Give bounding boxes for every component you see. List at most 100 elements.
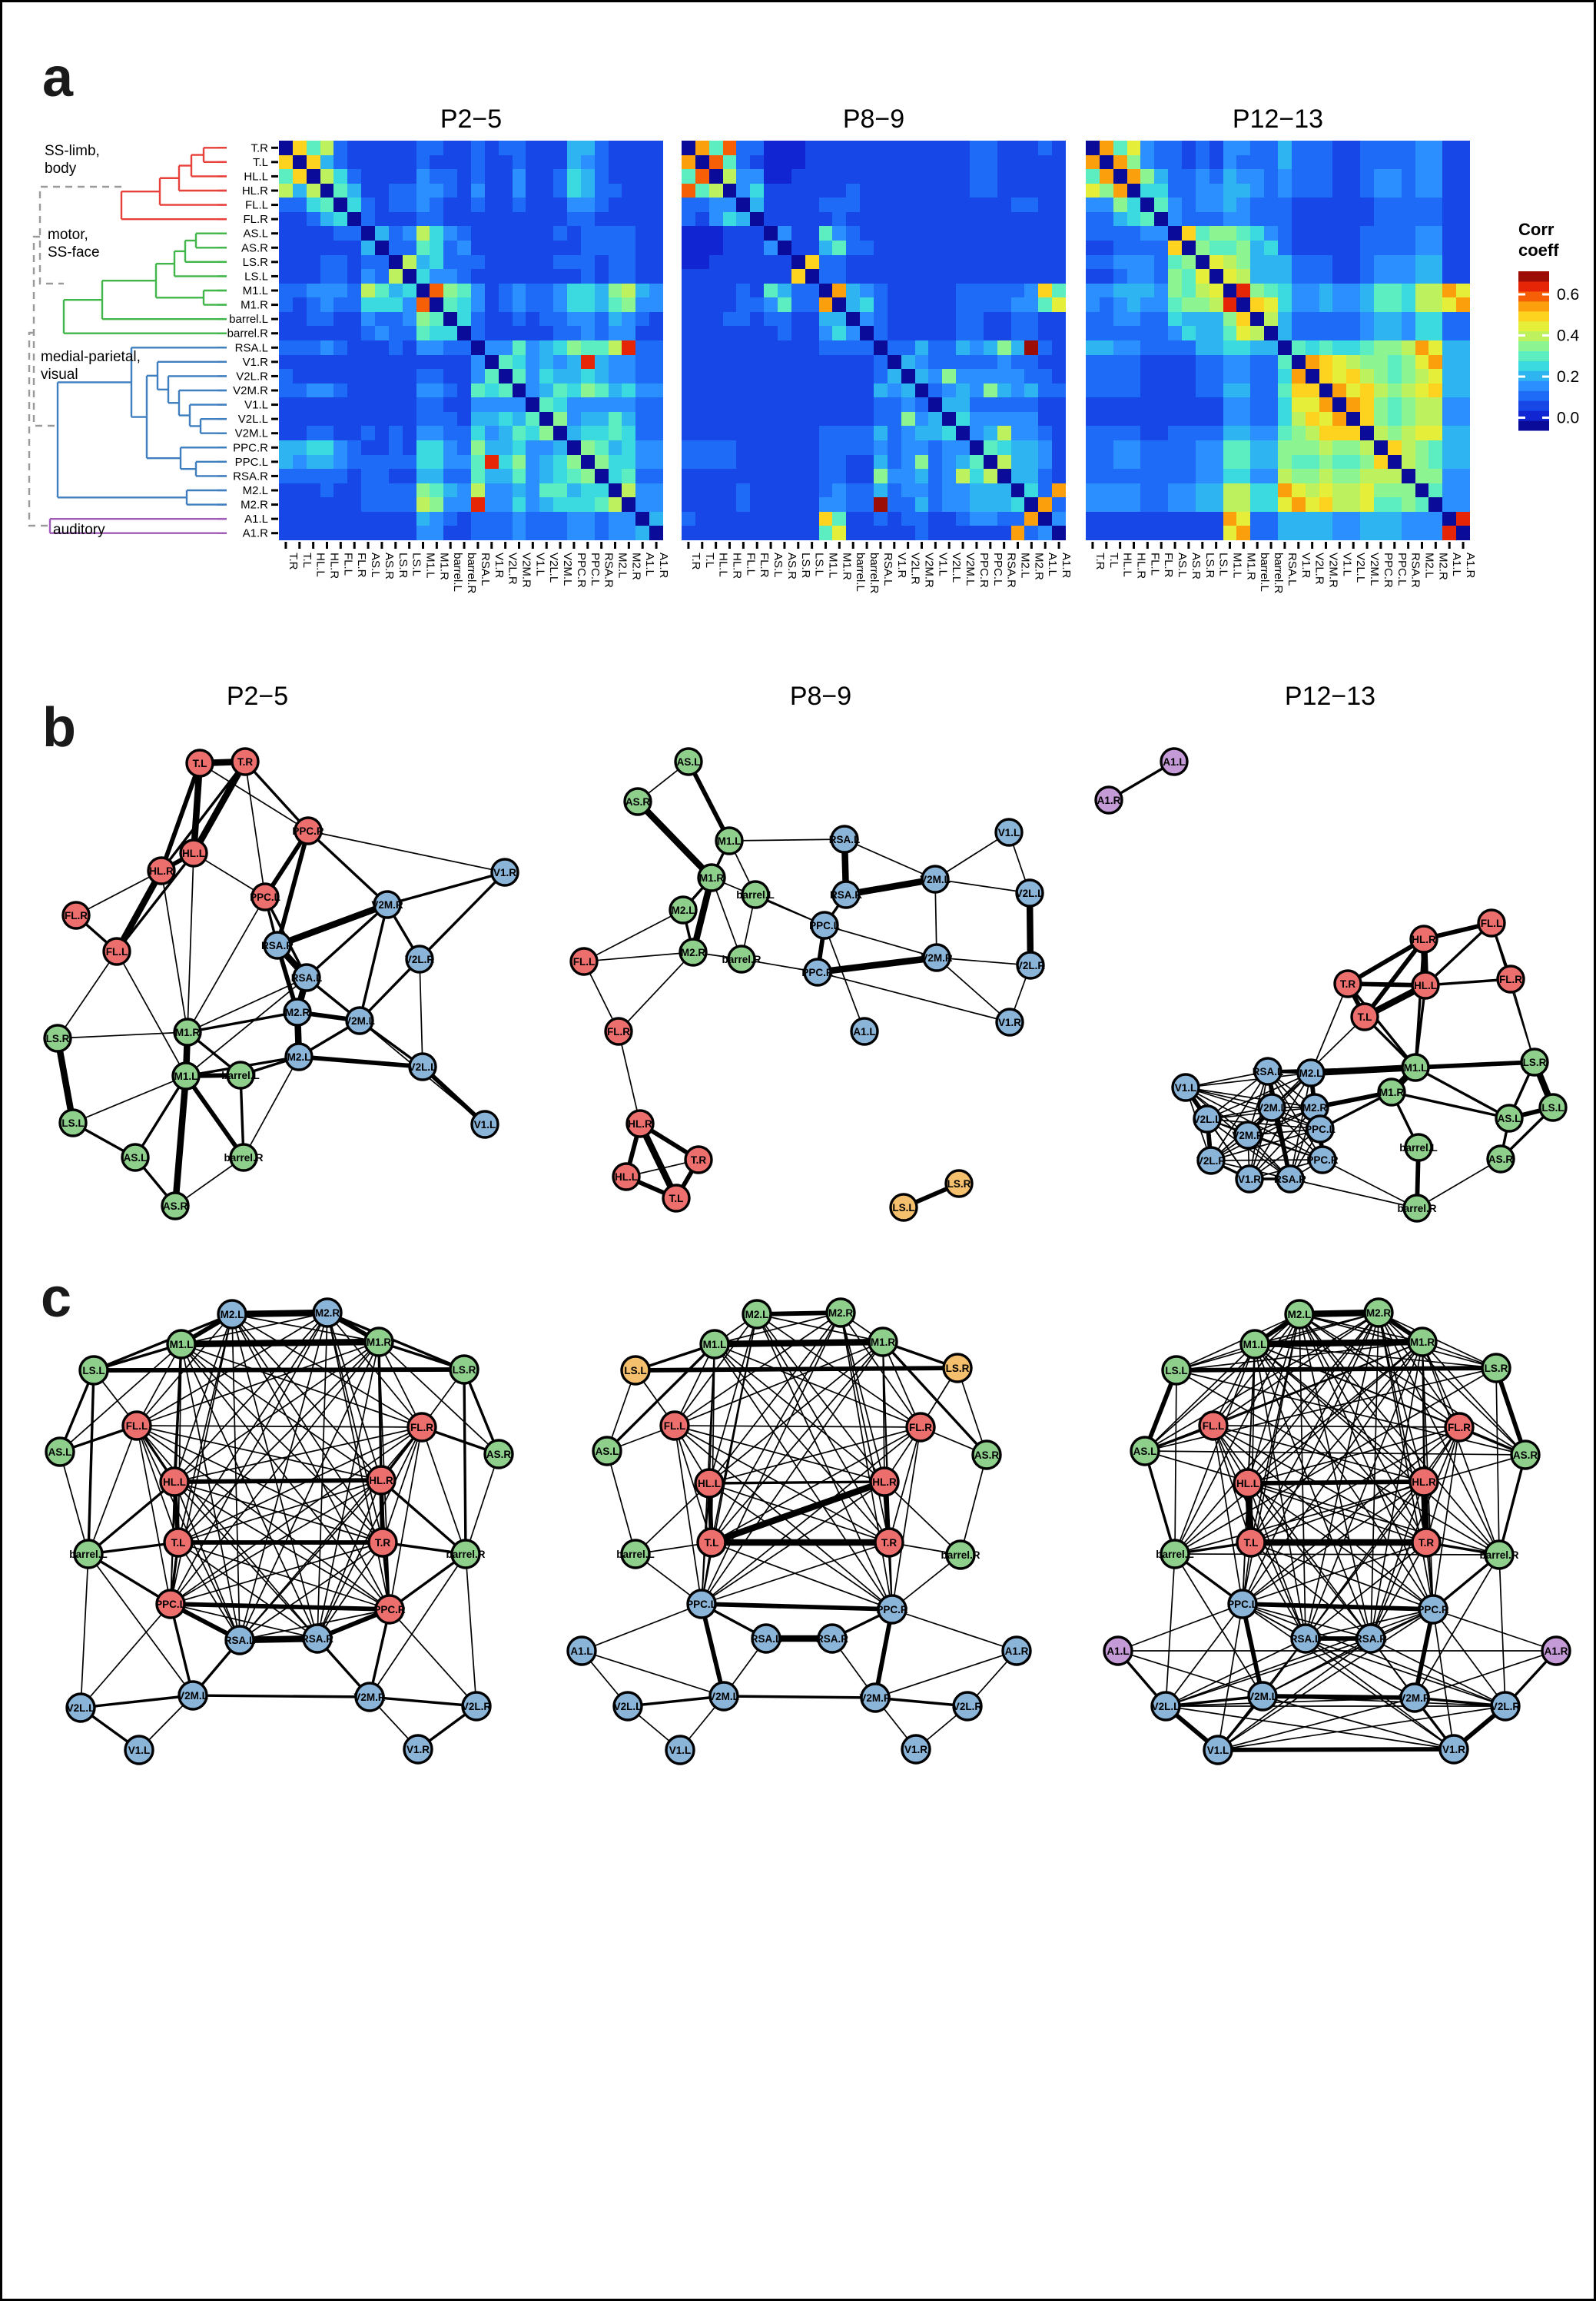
- heatmap-cell: [622, 511, 636, 526]
- heatmap-cell: [539, 526, 554, 540]
- heatmap-cell: [539, 497, 554, 512]
- heatmap-cell: [443, 526, 458, 540]
- heatmap-cell: [430, 283, 444, 298]
- panel-a-label: a: [42, 47, 74, 108]
- heatmap-cell: [818, 254, 833, 270]
- heatmap-cell: [361, 141, 375, 155]
- network-node-label: AS.R: [1513, 1449, 1538, 1461]
- heatmap-cell: [553, 454, 567, 470]
- heatmap-cell: [901, 154, 915, 170]
- heatmap-cell: [649, 426, 663, 440]
- heatmap-cell: [635, 141, 650, 155]
- network-edge: [465, 1453, 499, 1555]
- heatmap-cell: [942, 240, 957, 255]
- x-axis-label: V2L.L: [547, 553, 560, 583]
- heatmap-cell: [901, 141, 915, 155]
- heatmap-cell: [320, 469, 334, 483]
- heatmap-cell: [805, 297, 819, 312]
- heatmap-cell: [471, 141, 485, 155]
- x-axis-label: A1.R: [1060, 553, 1073, 579]
- network-node-label: RSA.L: [224, 1635, 256, 1646]
- heatmap-cell: [1052, 141, 1066, 155]
- network-node-label: A1.R: [1097, 795, 1121, 806]
- network-edge: [419, 958, 423, 1067]
- heatmap-cell: [622, 240, 636, 255]
- heatmap-cell: [526, 254, 540, 270]
- heatmap-cell: [292, 340, 307, 355]
- heatmap-cell: [347, 440, 362, 455]
- heatmap-cell: [874, 169, 888, 184]
- heatmap-cell: [695, 226, 709, 241]
- heatmap-cell: [622, 311, 636, 327]
- heatmap-cell: [832, 269, 847, 284]
- network-edge: [1415, 1066, 1510, 1120]
- heatmap-cell: [388, 240, 403, 255]
- heatmap-cell: [553, 483, 567, 498]
- heatmap-cell: [402, 311, 416, 327]
- heatmap-cell: [320, 383, 334, 398]
- network-node-label: V1.L: [1207, 1745, 1229, 1756]
- heatmap-cell: [457, 198, 471, 212]
- heatmap-cell: [594, 154, 609, 170]
- y-axis-tick: [271, 332, 278, 335]
- heatmap-cell: [635, 326, 650, 340]
- heatmap-cell: [708, 211, 723, 227]
- heatmap-cell: [608, 326, 622, 340]
- heatmap-cell: [750, 141, 765, 155]
- heatmap-cell: [320, 283, 334, 298]
- heatmap-cell: [375, 383, 389, 398]
- heatmap-cell: [708, 226, 723, 241]
- heatmap-cell: [279, 240, 293, 255]
- network-node-label: LS.R: [946, 1363, 970, 1374]
- heatmap-cell: [512, 526, 526, 540]
- heatmap-cell: [635, 297, 650, 312]
- heatmap-cell: [388, 469, 403, 483]
- heatmap-cell: [471, 240, 485, 255]
- heatmap-cell: [498, 469, 513, 483]
- network-node-label: V2L.R: [1016, 960, 1046, 971]
- heatmap-cell: [388, 254, 403, 270]
- heatmap-cell: [608, 369, 622, 384]
- network-edge: [307, 830, 506, 873]
- heatmap-cell: [279, 211, 293, 227]
- heatmap-cell: [682, 154, 695, 170]
- network-node-label: T.R: [1340, 978, 1356, 990]
- y-axis-tick: [271, 217, 278, 221]
- heatmap-cell: [622, 440, 636, 455]
- heatmap-cell: [484, 426, 499, 440]
- heatmap-cell: [279, 169, 293, 184]
- heatmap-cell: [512, 211, 526, 227]
- heatmap-cell: [526, 340, 540, 355]
- network-node-label: FL.L: [664, 1420, 686, 1432]
- heatmap-cell: [457, 426, 471, 440]
- heatmap-cell: [388, 211, 403, 227]
- heatmap-cell: [682, 326, 695, 340]
- heatmap-cell: [874, 297, 888, 312]
- x-axis-tick: [907, 542, 910, 549]
- network-node-label: PPC.R: [373, 1604, 406, 1615]
- heatmap-cell: [484, 411, 499, 427]
- heatmap-cell: [818, 183, 833, 198]
- heatmap-cell: [279, 141, 293, 155]
- heatmap-cell: [928, 154, 943, 170]
- network-node-label: LS.L: [1165, 1365, 1187, 1376]
- heatmap-cell: [347, 226, 362, 241]
- heatmap-cell: [622, 169, 636, 184]
- y-axis-label: T.L: [253, 156, 268, 169]
- heatmap-cell: [416, 283, 430, 298]
- heatmap-cell: [443, 240, 458, 255]
- heatmap-cell: [764, 169, 778, 184]
- heatmap-cell: [320, 454, 334, 470]
- network-edge: [1310, 1064, 1416, 1077]
- heatmap-title: P2−5: [440, 105, 502, 134]
- heatmap-cell: [553, 511, 567, 526]
- heatmap-cell: [375, 254, 389, 270]
- heatmap-cell: [708, 283, 723, 298]
- heatmap-cell: [832, 311, 847, 327]
- heatmap-cell: [306, 497, 320, 512]
- heatmap-cell: [860, 226, 874, 241]
- heatmap-cell: [279, 454, 293, 470]
- heatmap-cell: [791, 269, 805, 284]
- heatmap-cell: [443, 340, 458, 355]
- x-axis-label: V2L.L: [1354, 553, 1367, 583]
